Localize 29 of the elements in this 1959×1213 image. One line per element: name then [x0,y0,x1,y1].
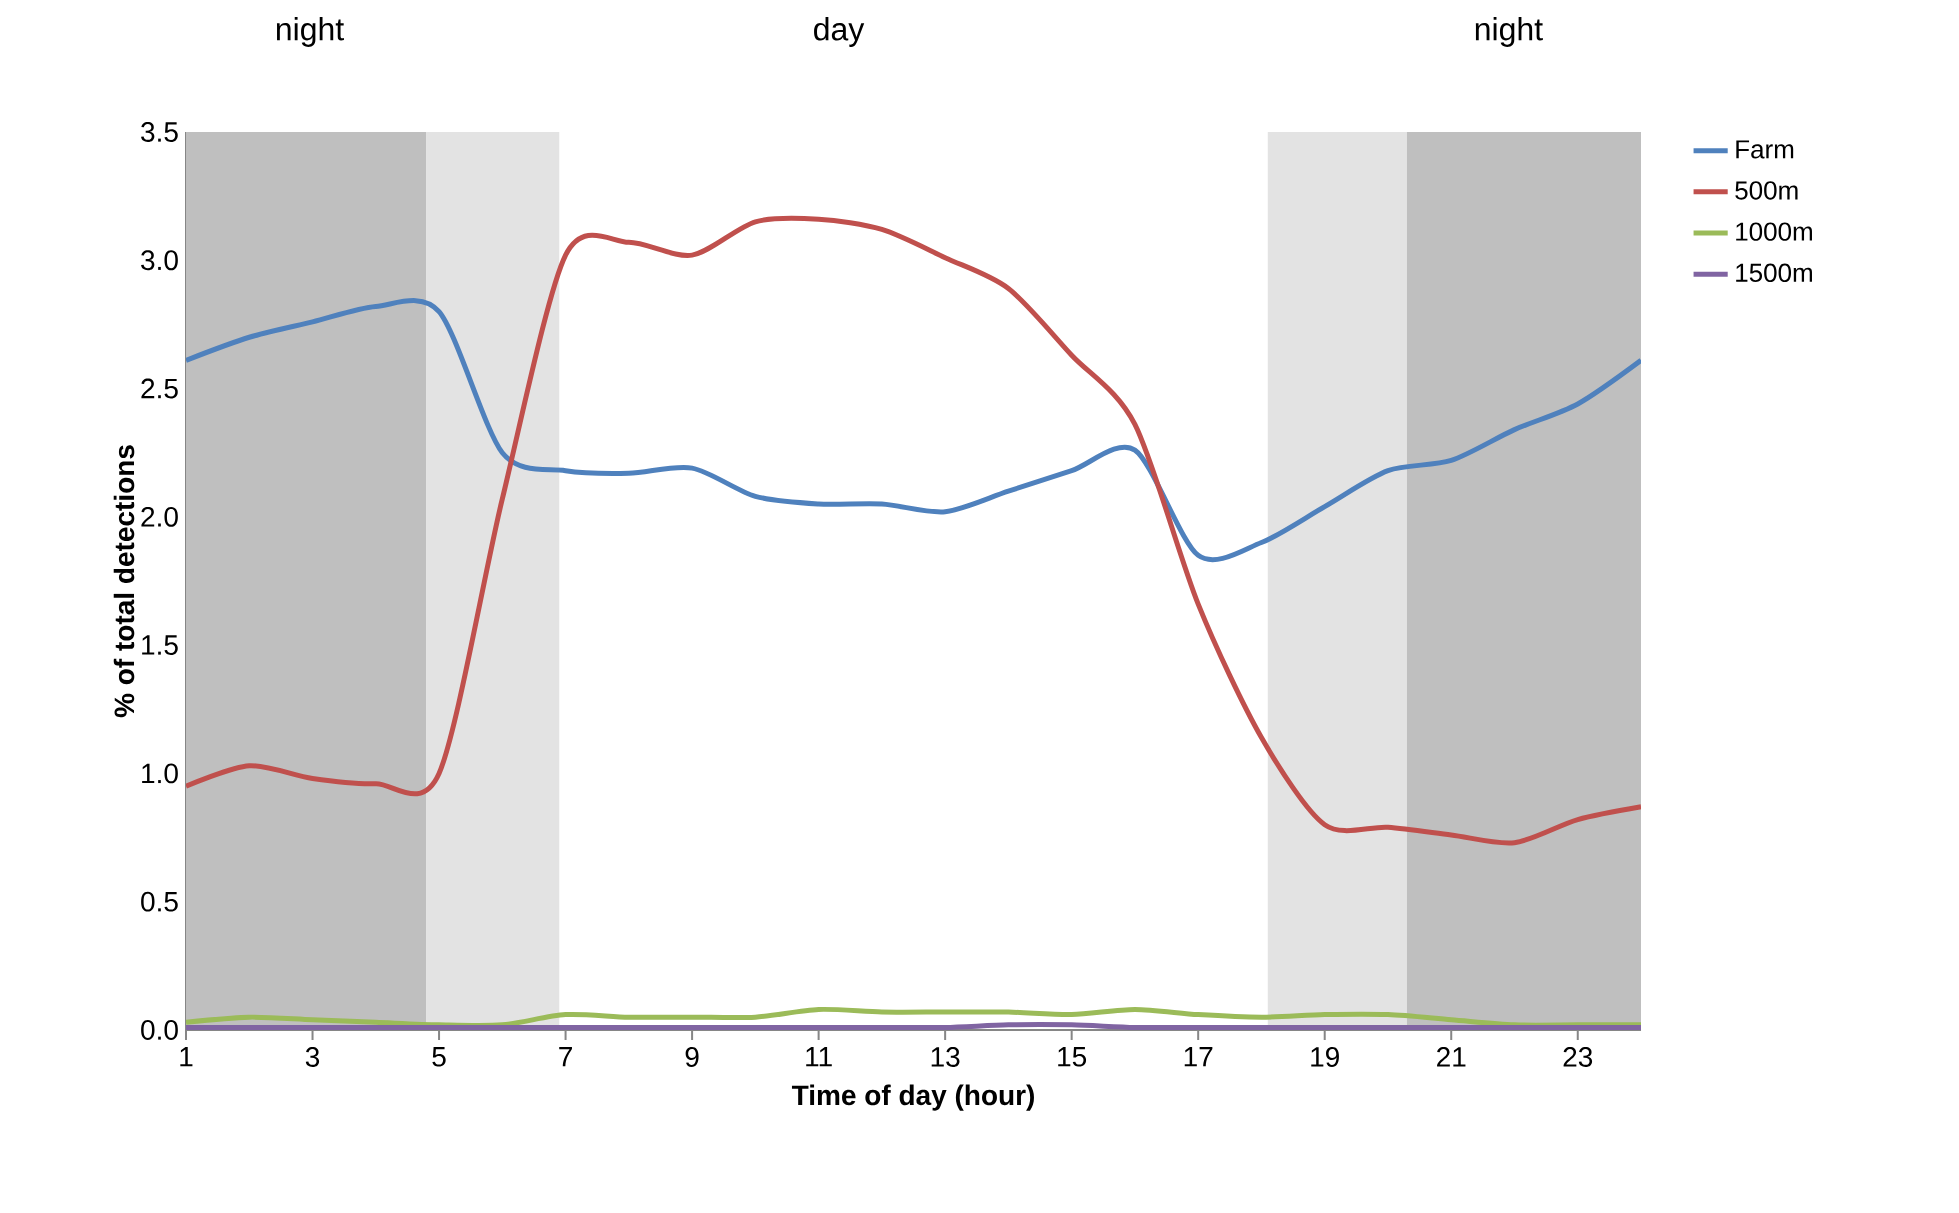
legend-label: Farm [1736,140,1794,159]
y-tick-label: 1.5 [142,635,178,655]
x-tick-label: 5 [432,1047,446,1067]
y-tick-label: 3.0 [141,250,178,271]
y-tick-label: 1.0 [142,763,178,784]
x-tick-label: 7 [559,1047,572,1067]
x-tick-label: 11 [806,1047,832,1067]
legend-label: 500m [1735,181,1798,200]
y-axis-title: % of total detections [113,445,135,718]
x-tick-label: 15 [1058,1047,1087,1067]
text: day [814,17,865,47]
x-tick-label: 13 [931,1047,960,1067]
text: night [276,17,344,47]
legend-label: 1500m [1736,263,1812,282]
y-tick-label: 0.0 [141,1020,178,1040]
x-tick-label: 21 [1437,1047,1466,1067]
x-axis-title: Time of day (hour) [791,1084,1034,1111]
y-tick-label: 3.5 [141,122,178,142]
y-tick-label: 2.5 [141,378,178,399]
y-tick-label: 2.0 [141,506,178,527]
x-tick-label: 9 [685,1047,699,1067]
x-tick-label: 17 [1184,1047,1213,1067]
x-tick-label: 3 [305,1047,320,1067]
text: night [1475,17,1543,47]
y-tick-label: 0.5 [141,891,178,912]
x-tick-label: 1 [180,1047,193,1067]
x-tick-label: 23 [1563,1047,1593,1067]
x-tick-label: 19 [1311,1047,1339,1067]
legend-label: 1000m [1736,222,1812,241]
